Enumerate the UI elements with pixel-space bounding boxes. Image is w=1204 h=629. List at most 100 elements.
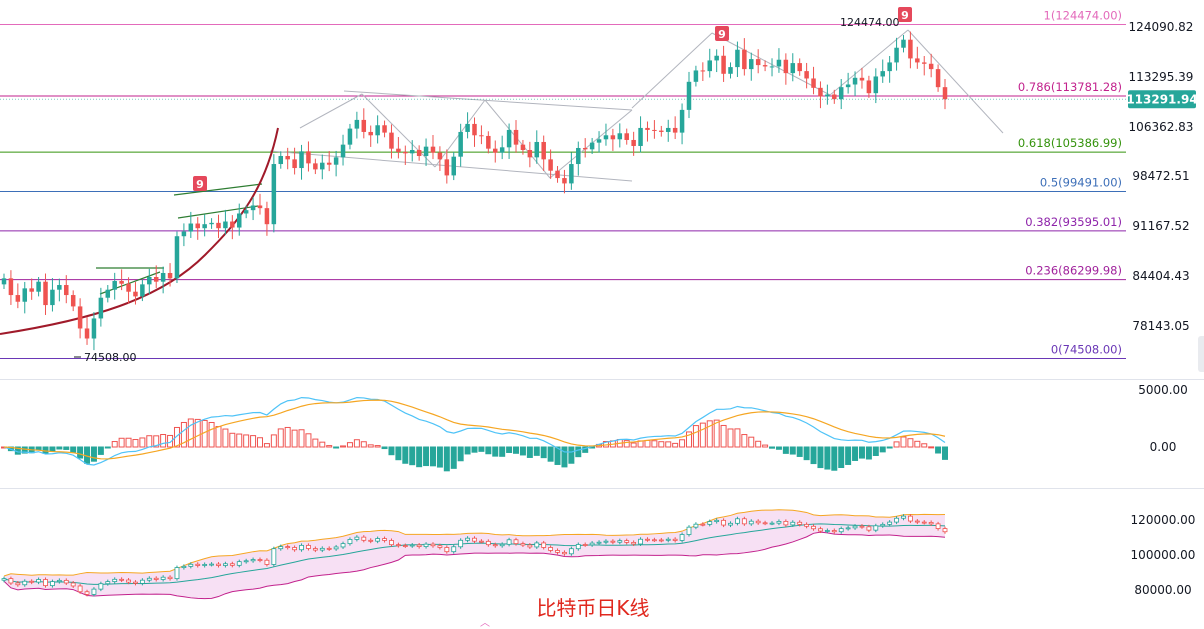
band-candle-body	[402, 545, 408, 547]
band-candle-body	[84, 591, 90, 595]
candle-body	[714, 55, 719, 61]
band-candle-body	[894, 517, 899, 523]
macd-histogram-bar	[90, 446, 97, 462]
candle-body	[43, 281, 48, 306]
macd-histogram-bar	[395, 446, 402, 461]
candle	[403, 145, 408, 165]
macd-histogram-bar	[443, 446, 450, 472]
candle-body	[707, 60, 712, 72]
band-candle-body	[610, 540, 616, 543]
price-axis[interactable]: 124090.82 113295.39 106362.83 98472.51 91167…	[0, 20, 1198, 597]
candle	[285, 147, 290, 170]
candle	[230, 215, 235, 240]
candle	[112, 272, 117, 300]
macd-histogram-bar	[187, 418, 194, 448]
candle	[527, 141, 533, 168]
candle	[555, 166, 560, 183]
trendline-drawings[interactable]	[0, 29, 1004, 335]
candle	[873, 68, 879, 104]
band-tick: 120000.00	[1131, 513, 1196, 527]
band-candle-body	[430, 543, 436, 547]
band-candle-body	[617, 540, 623, 543]
candle-body	[631, 139, 636, 146]
band-candle-body	[831, 530, 837, 533]
candle	[188, 211, 194, 238]
band-candle-body	[8, 578, 14, 584]
macd-histogram-bar	[471, 446, 478, 453]
candle	[15, 283, 21, 309]
candle	[700, 62, 706, 82]
candle	[582, 138, 588, 158]
candle-body	[250, 205, 256, 211]
fibonacci-retracement[interactable]: 1(124474.00) 0.786(113781.28) 0.618(105386…	[0, 9, 1126, 359]
macd-histogram-bar	[935, 446, 942, 454]
band-candle-body	[416, 544, 422, 548]
candle	[672, 116, 678, 140]
macd-histogram-bar	[893, 441, 900, 448]
band-candle-body	[658, 539, 664, 542]
candle	[548, 149, 553, 179]
candle-body	[790, 63, 796, 74]
band-candle-body	[880, 523, 886, 527]
macd-histogram-bar	[865, 446, 872, 460]
candle-body	[326, 162, 332, 165]
band-candle-body	[665, 538, 671, 541]
candle-body	[64, 285, 69, 296]
candle-body	[375, 125, 380, 136]
band-candle-body	[126, 579, 131, 583]
candle-body	[409, 149, 415, 154]
candle	[638, 116, 643, 153]
macd-panel	[1, 396, 948, 472]
right-panel-toggle[interactable]	[1198, 336, 1204, 372]
band-candle-body	[790, 521, 796, 526]
macd-histogram-bar	[519, 446, 526, 456]
candle	[119, 269, 124, 291]
macd-histogram-bar	[360, 441, 367, 448]
chevron-up-icon[interactable]: ︿	[480, 618, 490, 629]
candle-body	[797, 63, 802, 72]
band-candle-body	[804, 523, 810, 527]
candle	[520, 139, 526, 155]
candle-body	[416, 149, 422, 157]
candle-body	[693, 70, 699, 82]
candle-body	[866, 80, 872, 94]
macd-histogram-bar	[526, 446, 533, 458]
candle	[98, 287, 104, 327]
band-candle-body	[271, 548, 277, 565]
macd-histogram-bar	[713, 419, 720, 448]
candle-body	[181, 231, 187, 237]
candle-body	[582, 147, 588, 150]
macd-histogram-bar	[160, 434, 167, 448]
candle	[859, 67, 865, 89]
band-candle-body	[783, 521, 789, 526]
band-candle-body	[347, 539, 353, 545]
candle-body	[105, 289, 111, 298]
candle-body	[811, 78, 816, 88]
macd-histogram-bar	[436, 446, 443, 468]
macd-histogram-bar	[582, 446, 589, 453]
candle	[569, 152, 574, 190]
price-tick: 98472.51	[1132, 169, 1189, 183]
candle	[915, 46, 920, 69]
candle-body	[112, 281, 117, 290]
macd-histogram-bar	[333, 446, 340, 449]
band-candle-body	[91, 588, 97, 595]
macd-histogram-bar	[921, 443, 928, 448]
macd-histogram-bar	[672, 442, 679, 448]
candle	[43, 273, 48, 315]
trendline-10	[907, 29, 1004, 134]
candle-body	[340, 144, 346, 158]
moving-average-arc	[0, 127, 279, 335]
candle	[333, 150, 339, 177]
candle-body	[70, 295, 76, 307]
candle-body	[167, 272, 173, 279]
band-candle-body	[506, 539, 512, 545]
price-tick: 124090.82	[1129, 20, 1194, 34]
band-candle-body	[423, 543, 429, 548]
macd-histogram-bar	[741, 434, 748, 448]
candle-body	[403, 152, 408, 154]
band-candle-body	[243, 560, 249, 563]
candle-body	[562, 178, 567, 184]
fib-label-3: 0.5(99491.00)	[1040, 176, 1122, 190]
